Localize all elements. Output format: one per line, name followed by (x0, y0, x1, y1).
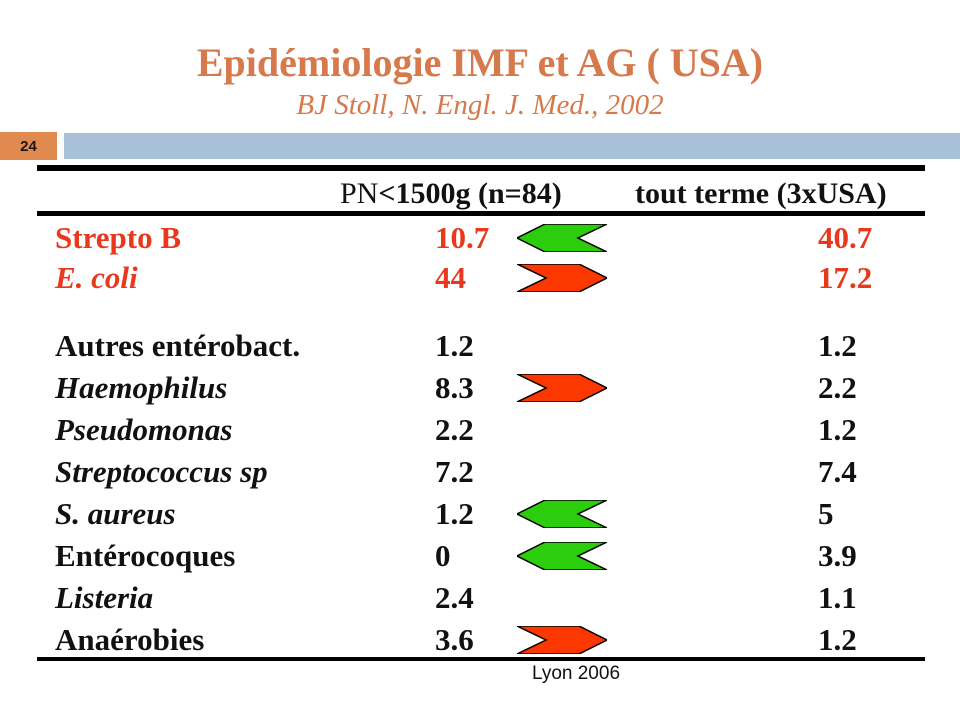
row-label: E. coli (55, 260, 138, 295)
pn-value: 2.2 (435, 412, 474, 447)
red-right-chevron-arrow-icon (517, 264, 607, 292)
slide-number-badge: 24 (0, 132, 60, 160)
pn-value: 8.3 (435, 370, 474, 405)
row-label: Anaérobies (55, 622, 205, 657)
term-value: 1.2 (818, 622, 857, 657)
header-bar (64, 133, 960, 159)
table-row: Pseudomonas 2.2 1.2 (0, 409, 960, 451)
term-value: 17.2 (818, 260, 873, 295)
slide-title: Epidémiologie IMF et AG ( USA) (196, 40, 764, 85)
pn-value: 2.4 (435, 580, 474, 615)
row-label: Entérocoques (55, 538, 236, 573)
row-label: Pseudomonas (55, 412, 233, 447)
row-label: Autres entérobact. (55, 328, 301, 363)
row-label: Listeria (55, 580, 154, 615)
table-row: Strepto B 10.7 40.7 (0, 217, 960, 259)
term-value: 7.4 (818, 454, 857, 489)
row-label: Streptococcus sp (55, 454, 268, 489)
column-header-pn: PN<1500g (n=84) (340, 177, 562, 211)
footer-text: Lyon 2006 (531, 663, 621, 684)
table-row: Autres entérobact. 1.2 1.2 (0, 325, 960, 367)
pn-value: 10.7 (435, 220, 490, 255)
table-row: Entérocoques 0 3.9 (0, 535, 960, 577)
table-row: S. aureus 1.2 5 (0, 493, 960, 535)
red-right-chevron-arrow-icon (517, 626, 607, 654)
term-value: 3.9 (818, 538, 857, 573)
term-value: 1.2 (818, 412, 857, 447)
table-row: Anaérobies 3.6 1.2 (0, 619, 960, 661)
pn-value: 44 (435, 260, 466, 295)
slide-number: 24 (20, 137, 37, 155)
pn-value: 3.6 (435, 622, 474, 657)
green-left-chevron-arrow-icon (517, 224, 607, 252)
term-value: 1.1 (818, 580, 857, 615)
row-label: Strepto B (55, 220, 182, 255)
term-value: 5 (818, 496, 834, 531)
column-header-pn-rest: <1500g (n=84) (378, 177, 562, 210)
column-header-pn-prefix: PN (340, 177, 379, 210)
pn-value: 0 (435, 538, 451, 573)
row-label: Haemophilus (55, 370, 228, 405)
table-rule-header (37, 211, 925, 216)
table-row: Haemophilus 8.3 2.2 (0, 367, 960, 409)
pn-value: 1.2 (435, 328, 474, 363)
term-value: 1.2 (818, 328, 857, 363)
red-right-chevron-arrow-icon (517, 374, 607, 402)
table-row: E. coli 44 17.2 (0, 257, 960, 299)
table-rule-bottom (37, 657, 925, 661)
green-left-chevron-arrow-icon (517, 500, 607, 528)
table-rule-top (37, 165, 925, 171)
column-header-term: tout terme (3xUSA) (635, 177, 887, 210)
term-value: 2.2 (818, 370, 857, 405)
pn-value: 1.2 (435, 496, 474, 531)
pn-value: 7.2 (435, 454, 474, 489)
slide-subtitle: BJ Stoll, N. Engl. J. Med., 2002 (296, 89, 664, 121)
row-label: S. aureus (55, 496, 176, 531)
table-row: Streptococcus sp 7.2 7.4 (0, 451, 960, 493)
table-row: Listeria 2.4 1.1 (0, 577, 960, 619)
term-value: 40.7 (818, 220, 873, 255)
green-left-chevron-arrow-icon (517, 542, 607, 570)
